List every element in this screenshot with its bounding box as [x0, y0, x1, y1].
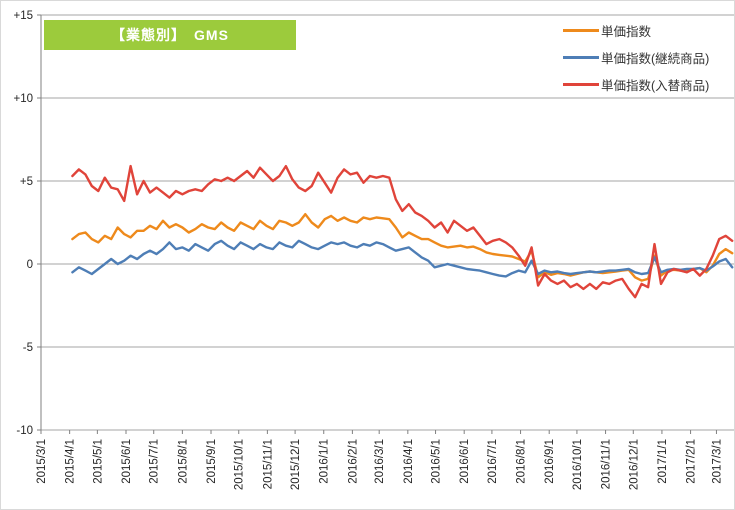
legend-item: 単価指数(継続商品)	[563, 44, 709, 71]
x-tick-label: 2016/10/1	[572, 439, 584, 490]
x-tick-label: 2016/4/1	[403, 439, 415, 484]
legend-line-swatch	[563, 83, 599, 86]
legend-label: 単価指数(入替商品)	[601, 79, 710, 93]
chart-legend: 単価指数 単価指数(継続商品) 単価指数(入替商品)	[563, 17, 709, 98]
legend-label: 単価指数(継続商品)	[601, 52, 710, 66]
x-tick-label: 2015/12/1	[290, 439, 302, 490]
x-tick-label: 2016/8/1	[516, 439, 528, 484]
legend-item: 単価指数(入替商品)	[563, 71, 709, 98]
x-tick-label: 2015/10/1	[234, 439, 246, 490]
legend-line-swatch	[563, 29, 599, 32]
x-tick-label: 2015/6/1	[121, 439, 133, 484]
y-tick-label: 0	[27, 259, 33, 271]
x-tick-label: 2016/1/1	[319, 439, 331, 484]
x-tick-label: 2016/2/1	[347, 439, 359, 484]
x-tick-label: 2015/8/1	[177, 439, 189, 484]
y-tick-label: -10	[16, 425, 33, 437]
chart-title-badge: 【業態別】 GMS	[44, 20, 296, 50]
x-tick-label: 2015/11/1	[262, 439, 274, 489]
x-tick-label: 2016/3/1	[374, 439, 386, 484]
x-tick-label: 2016/9/1	[544, 439, 556, 484]
x-tick-label: 2016/11/1	[601, 439, 613, 489]
y-tick-label: +10	[13, 93, 33, 105]
legend-line-swatch	[563, 56, 599, 59]
x-tick-label: 2015/7/1	[149, 439, 161, 484]
legend-label: 単価指数	[601, 25, 652, 39]
x-tick-label: 2015/4/1	[65, 439, 77, 484]
x-tick-label: 2016/5/1	[431, 439, 443, 484]
y-tick-label: +5	[20, 176, 33, 188]
x-tick-label: 2015/3/1	[36, 439, 48, 484]
x-tick-label: 2017/2/1	[686, 439, 698, 484]
x-tick-label: 2017/3/1	[711, 439, 723, 484]
legend-item: 単価指数	[563, 17, 709, 44]
x-tick-label: 2015/5/1	[92, 439, 104, 484]
series-line-1	[71, 239, 734, 278]
y-tick-label: -5	[23, 342, 33, 354]
x-tick-label: 2017/1/1	[657, 439, 669, 484]
x-tick-label: 2016/6/1	[459, 439, 471, 484]
x-tick-label: 2016/7/1	[487, 439, 499, 484]
x-tick-label: 2015/9/1	[206, 439, 218, 484]
x-tick-label: 2016/12/1	[628, 439, 640, 490]
series-line-2	[71, 164, 734, 299]
y-tick-label: +15	[13, 10, 33, 22]
